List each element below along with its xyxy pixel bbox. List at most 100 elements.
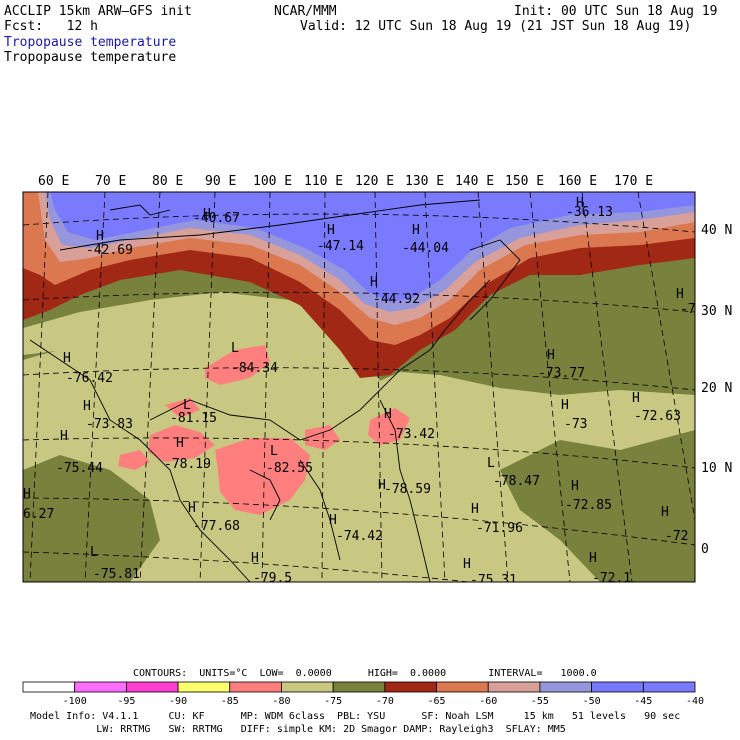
longitude-label: 130 E xyxy=(405,174,444,189)
colorbar-tick-label: -85 xyxy=(221,696,239,707)
low-value: 0.0000 xyxy=(295,668,332,679)
colorbar-swatch xyxy=(74,681,127,693)
high-marker: H xyxy=(571,479,579,494)
colorbar-swatch xyxy=(125,681,179,693)
colorbar-swatch xyxy=(281,681,334,693)
valid-time: Valid: 12 UTC Sun 18 Aug 19 (21 JST Sun … xyxy=(300,19,692,34)
high-marker: H xyxy=(23,487,31,502)
latitude-label: 0 xyxy=(701,542,709,557)
shaded-field xyxy=(23,192,695,582)
extremum-value: -73.77 xyxy=(538,366,585,381)
colorbar-tick-label: -45 xyxy=(634,696,652,707)
extremum-value: -78.19 xyxy=(164,457,211,472)
olive-patch-south xyxy=(23,455,160,582)
colorbar-swatch xyxy=(591,681,644,693)
colorbar-swatch xyxy=(229,681,282,693)
extremum-value: -40.67 xyxy=(193,211,240,226)
colorbar-swatch xyxy=(384,681,437,693)
longitude-label: 80 E xyxy=(152,174,183,189)
colorbar-tick-label: -65 xyxy=(428,696,446,707)
extremum-value: -81.15 xyxy=(170,411,217,426)
high-marker: H xyxy=(661,505,669,520)
high-marker: H xyxy=(378,478,386,493)
shaded-field-title: Tropopause temperature xyxy=(4,35,177,50)
graticule xyxy=(23,192,695,582)
model-title: ACCLIP 15km ARW–GFS init xyxy=(4,4,192,19)
extremum-value: -44.04 xyxy=(402,241,449,256)
plot-border xyxy=(22,191,696,583)
extremum-value: -77.68 xyxy=(193,519,240,534)
colorbar-tick-label: -75 xyxy=(324,696,342,707)
high-marker: H xyxy=(384,407,392,422)
high-marker: H xyxy=(412,223,420,238)
units-label: UNITS=°C xyxy=(199,668,248,679)
high-marker: H xyxy=(589,551,597,566)
extremum-value: -74.42 xyxy=(336,529,383,544)
colorbar-tick-label: -70 xyxy=(376,696,394,707)
extremum-value: -75.44 xyxy=(56,461,103,476)
colorbar-swatch xyxy=(332,681,386,693)
extremum-value: -72.85 xyxy=(565,498,612,513)
high-marker: H xyxy=(471,502,479,517)
high-marker: H xyxy=(327,223,335,238)
colorbar-tick-label: -60 xyxy=(479,696,497,707)
colorbar-tick-label: -40 xyxy=(686,696,704,707)
latitude-labels: 40 N 30 N 20 N 10 N 0 xyxy=(701,223,732,557)
extremum-value: -71.96 xyxy=(476,521,523,536)
colorbar-swatch xyxy=(177,681,231,693)
init-time: Init: 00 UTC Sun 18 Aug 19 xyxy=(514,4,718,19)
high-marker: H xyxy=(370,275,378,290)
longitude-label: 70 E xyxy=(95,174,126,189)
colorbar-tick-label: -55 xyxy=(531,696,549,707)
latitude-label: 40 N xyxy=(701,223,732,238)
high-marker: H xyxy=(676,287,684,302)
extremum-value: -75.81 xyxy=(93,567,140,582)
high-marker: H xyxy=(63,351,71,366)
colorbar-swatch xyxy=(539,681,593,693)
longitude-labels: 60 E 70 E 80 E 90 E 100 E 110 E 120 E 130 E 140 … xyxy=(38,174,653,189)
extremum-value: -72.1 xyxy=(592,571,631,586)
organization-label: NCAR/MMM xyxy=(274,4,337,19)
interval-label: INTERVAL= xyxy=(488,668,543,679)
colorbar-tick-label: -90 xyxy=(169,696,187,707)
high-marker: H xyxy=(176,436,184,451)
low-marker: L xyxy=(487,456,495,471)
colorbar-tick-label: -80 xyxy=(272,696,290,707)
longitude-label: 150 E xyxy=(505,174,544,189)
extremum-value: -78.47 xyxy=(493,474,540,489)
high-marker: H xyxy=(561,398,569,413)
extremum-value: -47.14 xyxy=(317,239,364,254)
extremum-value: -73.83 xyxy=(86,417,133,432)
high-marker: H xyxy=(463,557,471,572)
model-info-line1: Model Info: V4.1.1 CU: KF MP: WDM 6class… xyxy=(30,711,681,722)
colorbar-tick-label: -100 xyxy=(63,696,87,707)
contour-field-title: Tropopause temperature xyxy=(4,50,177,65)
colorbar-swatch xyxy=(22,681,76,693)
khaki-tongue xyxy=(23,292,380,392)
extremum-value: -73 xyxy=(564,417,587,432)
high-label: HIGH= xyxy=(367,668,398,679)
extremum-value: -44.92 xyxy=(373,292,420,307)
high-marker: H xyxy=(547,348,555,363)
high-marker: H xyxy=(60,429,68,444)
high-marker: H xyxy=(188,501,196,516)
high-marker: H xyxy=(203,207,211,222)
longitude-label: 90 E xyxy=(205,174,236,189)
latitude-label: 30 N xyxy=(701,304,732,319)
extremum-value: -72 xyxy=(665,529,688,544)
extremum-value: -78.59 xyxy=(384,482,431,497)
model-info-line2: LW: RRTMG SW: RRTMG DIFF: simple KM: 2D … xyxy=(30,724,566,735)
extremum-value: 6.27 xyxy=(23,507,54,522)
extremum-value: -36.13 xyxy=(566,205,613,220)
extremum-value: -42.69 xyxy=(86,243,133,258)
longitude-label: 170 E xyxy=(614,174,653,189)
colorbar-swatch xyxy=(487,681,541,693)
high-marker: H xyxy=(251,551,259,566)
longitude-label: 140 E xyxy=(455,174,494,189)
extremum-value: -75.31 xyxy=(470,573,517,588)
high-marker: H xyxy=(96,229,104,244)
high-marker: H xyxy=(632,391,640,406)
high-value: 0.0000 xyxy=(410,668,447,679)
high-marker: H xyxy=(83,399,91,414)
